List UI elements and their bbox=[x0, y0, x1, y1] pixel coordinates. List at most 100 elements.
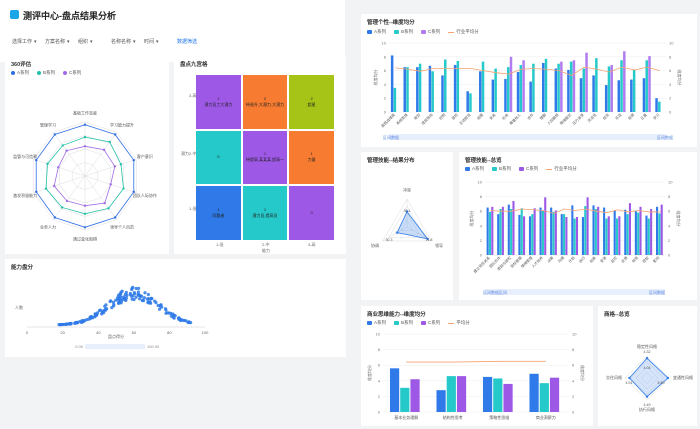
legend-b[interactable]: B系列 bbox=[394, 29, 413, 35]
slider-left-label: 0.00 bbox=[75, 344, 84, 349]
bar bbox=[549, 377, 560, 412]
nine-box-cell[interactable]: 0 bbox=[289, 186, 334, 240]
bar bbox=[557, 63, 560, 112]
bar bbox=[529, 373, 539, 412]
bar bbox=[584, 206, 587, 255]
bar bbox=[573, 218, 576, 255]
legend-a[interactable]: A系列 bbox=[465, 166, 484, 172]
y-axis-label: 人数 bbox=[15, 304, 23, 310]
x-tick-label: 说服 bbox=[476, 112, 485, 121]
x-tick-label: 变革 bbox=[599, 255, 608, 264]
scatter-point bbox=[119, 301, 123, 305]
radar-axis-label: 交往风格 bbox=[606, 374, 622, 380]
mgmt-skills-card: 管理技能--总览 A系列 B系列 C系列 行业平均分 10 8 6 4 2 0 10 8 6 4 2… bbox=[459, 152, 697, 300]
scatter-point bbox=[104, 303, 108, 307]
scatter-point bbox=[108, 299, 112, 304]
y2-tick-label: 2 bbox=[668, 238, 671, 243]
bar bbox=[615, 218, 619, 255]
scatter-point bbox=[156, 303, 160, 308]
bar bbox=[406, 67, 409, 112]
y-tick-label: 10 bbox=[382, 41, 387, 46]
y-tick-label: 4 bbox=[384, 82, 387, 87]
nine-box-cell[interactable]: 2 超星 bbox=[289, 75, 334, 129]
filter-data-button[interactable]: 数据筛选 bbox=[177, 39, 198, 45]
bar bbox=[572, 60, 576, 112]
x-tick-label: 执行 bbox=[578, 255, 587, 264]
y-tick-label: 4 bbox=[378, 378, 381, 383]
legend-avg[interactable]: 行业平均分 bbox=[448, 29, 479, 35]
x-tick-label: 合作 bbox=[526, 112, 535, 121]
y-tick-label: 0 bbox=[378, 410, 381, 415]
filter-label: 名称名称 bbox=[111, 39, 132, 45]
y2-tick-label: 0 bbox=[572, 410, 575, 415]
filter-time[interactable]: 时间 ▾ bbox=[144, 38, 177, 45]
y-tick-label: 6 bbox=[378, 363, 381, 368]
bar bbox=[509, 56, 513, 112]
scatter-point bbox=[115, 296, 120, 300]
legend-a[interactable]: A系列 bbox=[367, 29, 386, 35]
range-slider-track bbox=[85, 344, 145, 349]
nine-box-cell[interactable]: 1 问题者 bbox=[196, 186, 241, 240]
legend-c[interactable]: C系列 bbox=[63, 70, 81, 76]
scatter-point bbox=[124, 290, 128, 295]
scatter-point bbox=[134, 295, 138, 299]
y2-tick-label: 6 bbox=[669, 68, 672, 73]
bar bbox=[637, 212, 640, 255]
nine-box-xlabel: 能力 bbox=[262, 248, 270, 253]
bar bbox=[428, 65, 432, 112]
legend-b[interactable]: B系列 bbox=[37, 70, 55, 76]
radar-point bbox=[132, 158, 135, 162]
radar-360-legend: A系列 B系列 C系列 bbox=[11, 70, 81, 76]
filter-org[interactable]: 组织 ▾ bbox=[78, 38, 111, 45]
filter-plan[interactable]: 方案名称 ▾ bbox=[45, 38, 78, 45]
bar bbox=[554, 68, 558, 112]
bar bbox=[501, 206, 504, 255]
radar-axis-label: 基础工作态度 bbox=[73, 110, 97, 116]
bar bbox=[516, 71, 520, 112]
legend-avg[interactable]: 平均分 bbox=[448, 320, 470, 326]
radar-grid-ring bbox=[630, 361, 664, 395]
y-tick-label: 4 bbox=[480, 223, 483, 228]
filter-name[interactable]: 名称名称 ▾ bbox=[111, 38, 144, 45]
x-tick-label: 0 bbox=[26, 330, 29, 335]
nine-box-ylabel: 潜力 bbox=[181, 151, 189, 156]
scatter-point bbox=[112, 303, 116, 307]
nine-box-cell[interactable]: 1 力量 bbox=[289, 130, 334, 185]
bar bbox=[563, 214, 566, 255]
radar-point bbox=[83, 123, 87, 126]
radar-point bbox=[65, 149, 68, 152]
radar-point bbox=[426, 237, 429, 241]
card-title: 盘点九宫格 bbox=[180, 62, 208, 68]
legend-c[interactable]: C系列 bbox=[421, 320, 440, 326]
legend-avg[interactable]: 行业平均分 bbox=[546, 166, 577, 172]
x-tick-label: 40 bbox=[96, 330, 101, 335]
radar-axis-label: 领导 bbox=[435, 242, 443, 248]
nine-box-cell[interactable]: 1 待提高,某某某,提高一 bbox=[242, 130, 288, 185]
legend-a[interactable]: A系列 bbox=[11, 70, 29, 76]
nine-box-cell[interactable]: 1 潜力员工大潜力 bbox=[196, 75, 241, 129]
card-title: 管理个性--维度均分 bbox=[367, 20, 415, 26]
scatter-point bbox=[116, 298, 121, 302]
legend-b[interactable]: B系列 bbox=[394, 320, 413, 326]
bar bbox=[571, 205, 574, 255]
legend-a[interactable]: A系列 bbox=[367, 320, 386, 326]
nine-box-cell[interactable]: 1 潜力员,提高员 bbox=[242, 186, 288, 240]
bar bbox=[400, 387, 410, 412]
filter-work[interactable]: 选择工作 ▾ bbox=[12, 38, 45, 45]
radar-axis-label: 激发积极能力 bbox=[13, 192, 37, 198]
avg-line bbox=[406, 360, 546, 363]
legend-b[interactable]: B系列 bbox=[492, 166, 511, 172]
y2-axis-label: 维度均分 bbox=[580, 365, 586, 381]
y2-tick-label: 4 bbox=[668, 223, 671, 228]
bar bbox=[488, 211, 492, 255]
x-tick-label: 系统思维 bbox=[395, 112, 409, 126]
x-tick-label: 人际敏感 bbox=[546, 112, 560, 126]
legend-c[interactable]: C系列 bbox=[519, 166, 538, 172]
nine-box-cell[interactable]: 0 bbox=[196, 130, 241, 185]
radar-point bbox=[35, 158, 38, 162]
nine-box-cell[interactable]: 2 待晋升,大潜力,大潜力 bbox=[242, 75, 288, 129]
bar bbox=[639, 206, 642, 255]
legend-c[interactable]: C系列 bbox=[421, 29, 440, 35]
radar-point bbox=[46, 162, 49, 166]
